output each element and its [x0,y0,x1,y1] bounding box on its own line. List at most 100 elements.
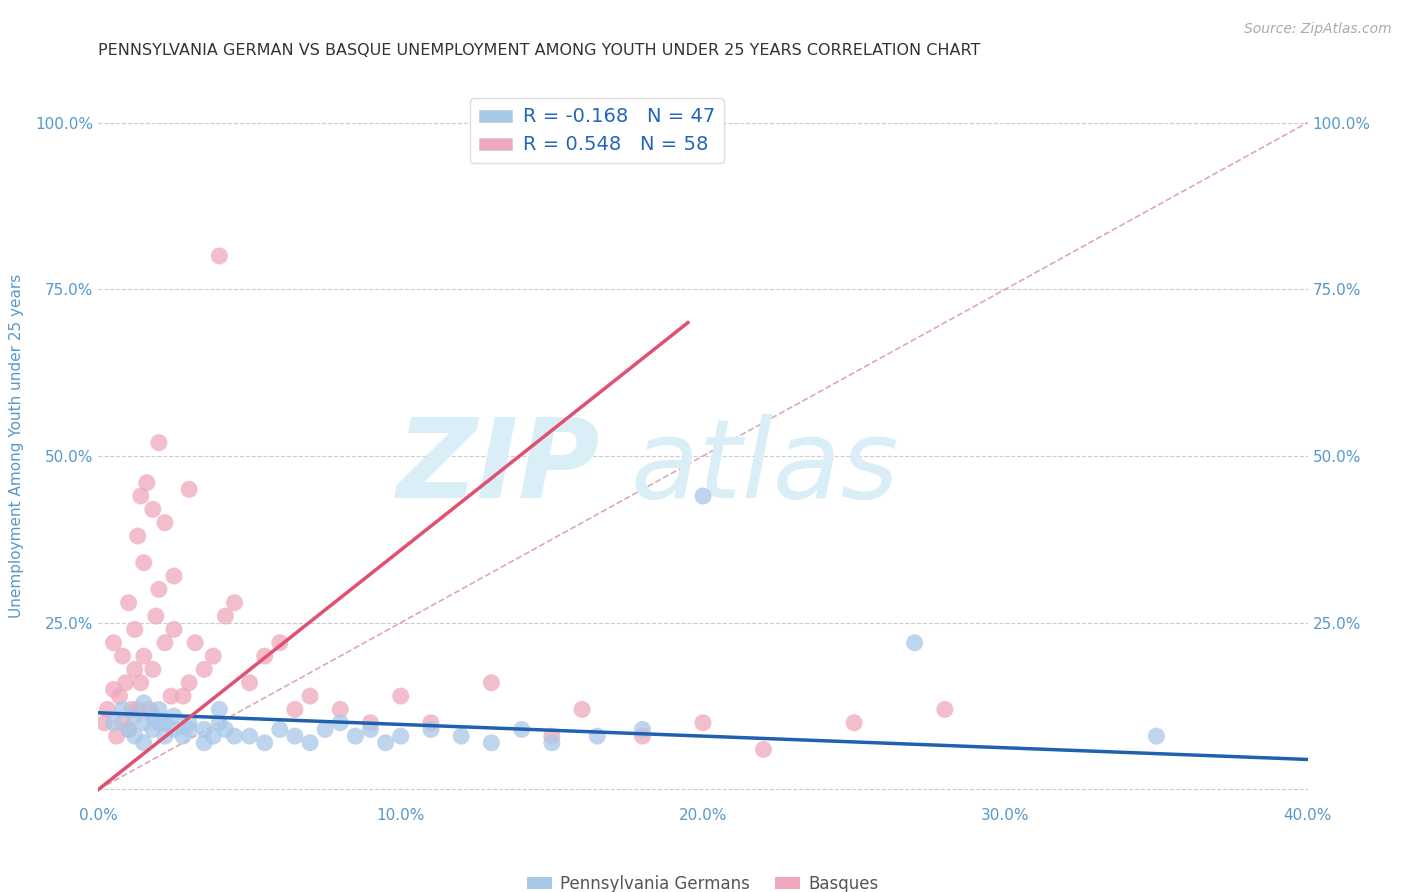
Point [214,609,236,624]
Text: ZIP: ZIP [396,414,600,521]
Point [586,729,609,743]
Point [132,649,155,664]
Point [103,682,125,697]
Point [571,702,593,716]
Point [124,729,146,743]
Point [269,636,291,650]
Point [142,662,165,676]
Point [202,649,225,664]
Point [389,689,412,703]
Point [121,702,143,716]
Point [118,723,141,737]
Point [163,623,186,637]
Point [148,715,170,730]
Point [184,636,207,650]
Point [344,729,367,743]
Point [329,715,352,730]
Point [179,715,201,730]
Point [692,715,714,730]
Point [540,729,562,743]
Point [103,715,125,730]
Point [124,623,146,637]
Point [163,709,186,723]
Point [148,582,170,597]
Point [224,596,246,610]
Point [111,702,134,716]
Point [132,736,155,750]
Point [124,662,146,676]
Point [114,675,136,690]
Point [253,649,276,664]
Point [132,715,155,730]
Point [193,736,215,750]
Point [142,502,165,516]
Point [208,249,231,263]
Point [631,723,654,737]
Point [224,729,246,743]
Point [108,689,131,703]
Point [481,736,503,750]
Point [844,715,866,730]
Point [96,702,118,716]
Point [214,723,236,737]
Point [153,636,176,650]
Point [93,715,115,730]
Point [284,729,307,743]
Point [127,702,149,716]
Point [139,702,162,716]
Point [239,729,262,743]
Point [904,636,927,650]
Point [299,736,322,750]
Point [193,723,215,737]
Point [142,723,165,737]
Point [239,675,262,690]
Point [692,489,714,503]
Point [129,489,152,503]
Point [127,529,149,543]
Point [148,702,170,716]
Point [153,516,176,530]
Point [360,723,382,737]
Point [142,709,165,723]
Point [450,729,472,743]
Text: Source: ZipAtlas.com: Source: ZipAtlas.com [1244,22,1392,37]
Point [752,742,775,756]
Point [374,736,396,750]
Point [481,675,503,690]
Point [208,715,231,730]
Point [118,596,141,610]
Point [420,723,443,737]
Point [148,435,170,450]
Point [420,715,443,730]
Point [631,729,654,743]
Point [145,609,167,624]
Point [132,556,155,570]
Point [153,715,176,730]
Point [540,736,562,750]
Point [172,729,194,743]
Point [103,636,125,650]
Point [193,662,215,676]
Point [329,702,352,716]
Point [299,689,322,703]
Point [179,483,201,497]
Point [510,723,533,737]
Text: PENNSYLVANIA GERMAN VS BASQUE UNEMPLOYMENT AMONG YOUTH UNDER 25 YEARS CORRELATIO: PENNSYLVANIA GERMAN VS BASQUE UNEMPLOYME… [98,43,981,58]
Point [208,702,231,716]
Point [179,723,201,737]
Point [163,723,186,737]
Point [135,475,157,490]
Point [163,569,186,583]
Point [111,715,134,730]
Point [105,729,128,743]
Point [111,649,134,664]
Point [1144,729,1167,743]
Point [934,702,956,716]
Text: atlas: atlas [630,414,898,521]
Point [124,709,146,723]
Point [160,689,183,703]
Point [284,702,307,716]
Point [269,723,291,737]
Point [172,689,194,703]
Point [389,729,412,743]
